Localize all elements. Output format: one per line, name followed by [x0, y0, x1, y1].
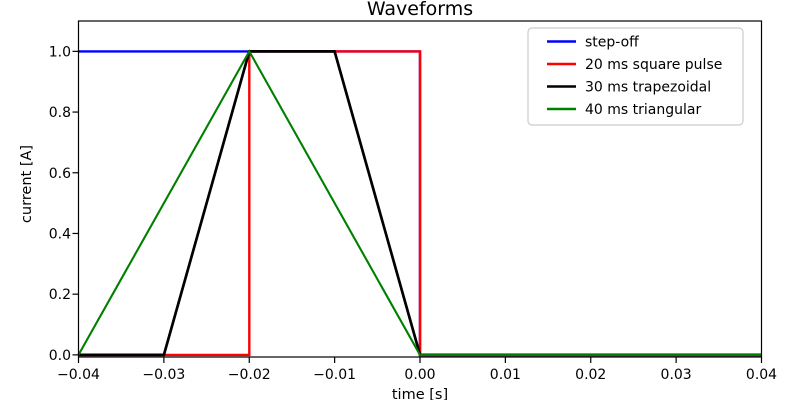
x-tick-label: 0.04	[746, 367, 777, 383]
plot-frame	[77, 20, 763, 358]
x-tick-label: −0.02	[228, 367, 271, 383]
y-tick-label: 0.8	[49, 105, 71, 121]
legend-item-label: step-off	[585, 35, 639, 51]
legend: step-off 20 ms square pulse 30 ms trapezoi…	[527, 27, 744, 126]
x-tick-label: 0.00	[404, 367, 435, 383]
y-tick-label: 0.0	[49, 348, 71, 364]
x-tick-label: −0.01	[313, 367, 356, 383]
y-tick-label: 0.4	[49, 226, 71, 242]
x-axis-label: time [s]	[392, 387, 448, 400]
x-tick-label: −0.04	[57, 367, 100, 383]
legend-item: 30 ms trapezoidal	[547, 80, 711, 96]
y-tick-label: 1.0	[49, 44, 71, 60]
legend-item-label: 30 ms trapezoidal	[585, 80, 711, 96]
x-tick-label: −0.03	[142, 367, 185, 383]
x-tick-label: 0.03	[661, 367, 692, 383]
x-tick-label: 0.01	[490, 367, 521, 383]
series-line-40-ms-triangular	[77, 49, 762, 356]
legend-item-label: 40 ms triangular	[585, 102, 701, 118]
y-axis-label: current [A]	[19, 145, 35, 223]
legend-item: step-off	[547, 35, 639, 51]
chart-title: Waveforms	[367, 0, 473, 20]
x-tick-label: 0.02	[575, 367, 606, 383]
y-tick-label: 0.2	[49, 287, 71, 303]
legend-item: 20 ms square pulse	[547, 57, 722, 73]
legend-item: 40 ms triangular	[547, 102, 701, 118]
legend-box	[527, 27, 744, 126]
legend-item-label: 20 ms square pulse	[585, 57, 722, 73]
y-tick-label: 0.6	[49, 166, 71, 182]
